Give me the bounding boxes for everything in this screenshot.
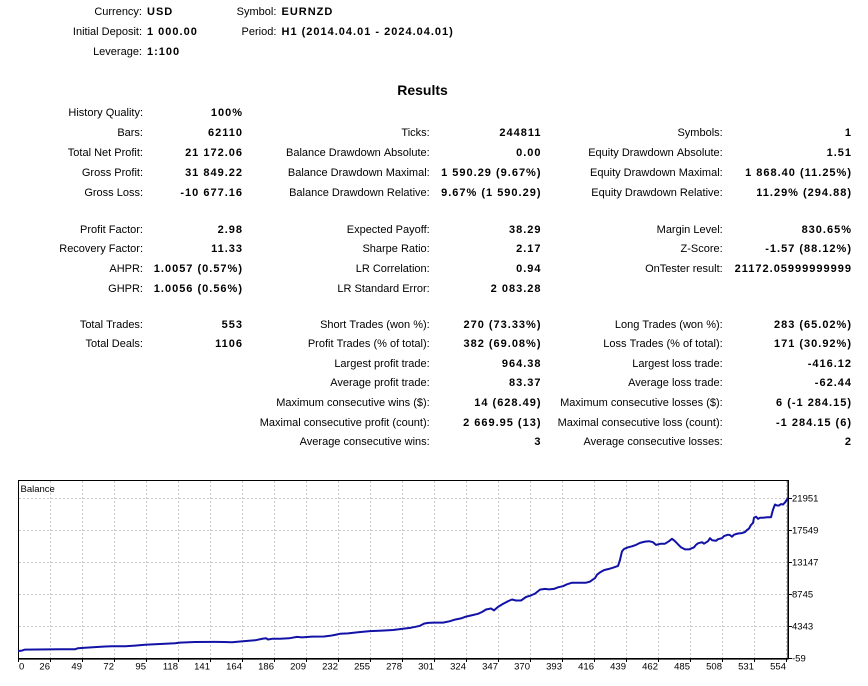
- svg-text:531: 531: [738, 662, 754, 673]
- svg-text:255: 255: [354, 662, 370, 673]
- svg-text:209: 209: [290, 662, 306, 673]
- svg-text:72: 72: [103, 662, 114, 673]
- svg-text:554: 554: [770, 662, 786, 673]
- svg-text:0: 0: [19, 662, 24, 673]
- svg-text:278: 278: [386, 662, 402, 673]
- svg-text:301: 301: [418, 662, 434, 673]
- svg-text:13147: 13147: [792, 558, 818, 569]
- svg-text:4343: 4343: [792, 622, 813, 633]
- svg-text:485: 485: [674, 662, 690, 673]
- svg-text:141: 141: [194, 662, 210, 673]
- svg-text:232: 232: [322, 662, 338, 673]
- svg-text:26: 26: [39, 662, 50, 673]
- svg-text:95: 95: [135, 662, 146, 673]
- svg-text:118: 118: [163, 662, 178, 673]
- svg-text:21951: 21951: [792, 494, 818, 505]
- svg-text:17549: 17549: [792, 526, 818, 537]
- svg-text:347: 347: [482, 662, 498, 673]
- svg-text:508: 508: [706, 662, 722, 673]
- svg-text:186: 186: [258, 662, 274, 673]
- svg-text:8745: 8745: [792, 590, 813, 601]
- svg-text:462: 462: [642, 662, 658, 673]
- svg-text:324: 324: [450, 662, 466, 673]
- svg-text:439: 439: [610, 662, 626, 673]
- svg-text:49: 49: [71, 662, 82, 673]
- svg-text:-59: -59: [792, 654, 806, 665]
- svg-text:370: 370: [514, 662, 530, 673]
- svg-text:416: 416: [578, 662, 594, 673]
- svg-text:Balance: Balance: [21, 484, 55, 495]
- svg-text:393: 393: [546, 662, 562, 673]
- svg-text:164: 164: [226, 662, 242, 673]
